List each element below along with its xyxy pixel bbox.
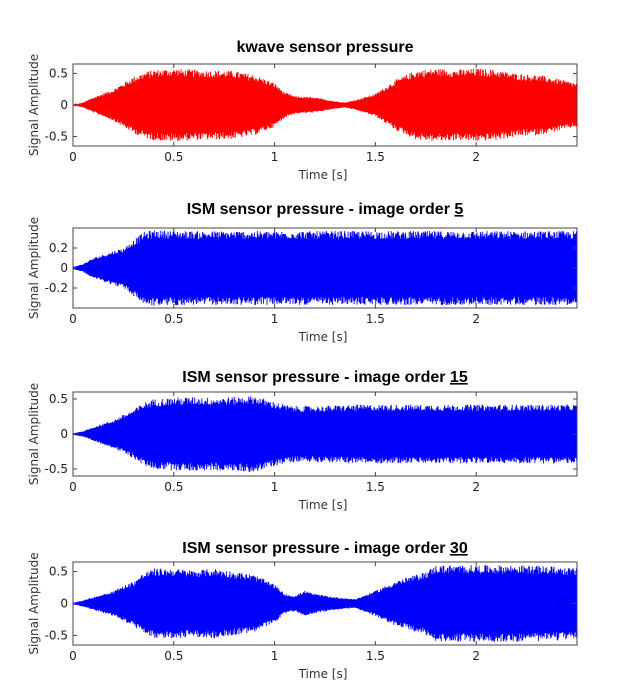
x-tick-label: 0.5 — [164, 150, 183, 164]
chart-title-order: 30 — [450, 540, 468, 557]
chart-title-text: ISM sensor pressure - image order — [182, 540, 450, 557]
y-tick-label: 0.5 — [49, 392, 68, 406]
x-tick-label: 1 — [271, 649, 279, 663]
x-axis-label: Time [s] — [298, 168, 348, 182]
y-tick-label: -0.2 — [45, 281, 68, 295]
x-axis-label: Time [s] — [298, 498, 348, 512]
chart-title: ISM sensor pressure - image order 5 — [187, 201, 464, 218]
y-tick-label: 0.5 — [49, 66, 68, 80]
chart-panel-3: ISM sensor pressure - image order 15 0 0.5… — [27, 369, 578, 512]
y-tick-label: 0 — [60, 261, 68, 275]
y-axis-label: Signal Amplitude — [27, 552, 41, 654]
x-tick-label: 2 — [472, 480, 480, 494]
y-tick-label: 0 — [60, 98, 68, 112]
y-tick-label: 0 — [60, 597, 68, 611]
x-tick-label: 1 — [271, 150, 279, 164]
x-tick-label: 2 — [472, 649, 480, 663]
y-axis-label: Signal Amplitude — [27, 383, 41, 485]
x-tick-label: 1.5 — [366, 480, 385, 494]
x-axis-label: Time [s] — [298, 667, 348, 681]
x-tick-label: 0 — [69, 480, 77, 494]
x-tick-label: 1.5 — [366, 150, 385, 164]
chart-title: ISM sensor pressure - image order 30 — [182, 540, 468, 557]
chart-title-order: 5 — [454, 201, 463, 218]
x-tick-label: 0 — [69, 312, 77, 326]
x-tick-label: 0.5 — [164, 312, 183, 326]
x-tick-label: 1 — [271, 312, 279, 326]
chart-title: ISM sensor pressure - image order 15 — [182, 369, 468, 386]
chart-title-order: 15 — [450, 369, 468, 386]
y-tick-label: -0.5 — [45, 130, 68, 144]
x-tick-label: 2 — [472, 150, 480, 164]
x-axis-label: Time [s] — [298, 330, 348, 344]
chart-title: kwave sensor pressure — [237, 39, 414, 56]
y-axis-label: Signal Amplitude — [27, 217, 41, 319]
chart-title-text: ISM sensor pressure - image order — [182, 369, 450, 386]
chart-panel-4: ISM sensor pressure - image order 30 0 0.5… — [27, 540, 578, 681]
y-tick-label: 0.5 — [49, 565, 68, 579]
x-tick-label: 1.5 — [366, 649, 385, 663]
chart-panel-2: ISM sensor pressure - image order 5 0 0.5 1… — [27, 201, 578, 344]
chart-title-text: kwave sensor pressure — [237, 39, 414, 56]
y-tick-label: 0 — [60, 427, 68, 441]
x-tick-label: 0.5 — [164, 649, 183, 663]
series-line — [72, 230, 578, 306]
y-axis-label: Signal Amplitude — [27, 54, 41, 156]
x-tick-label: 1.5 — [366, 312, 385, 326]
series-line — [72, 565, 578, 642]
x-tick-label: 0 — [69, 150, 77, 164]
y-tick-label: -0.5 — [45, 462, 68, 476]
series-line — [72, 68, 578, 142]
y-tick-label: -0.5 — [45, 628, 68, 642]
x-tick-label: 2 — [472, 312, 480, 326]
y-tick-label: 0.2 — [49, 241, 68, 255]
x-tick-label: 0 — [69, 649, 77, 663]
x-tick-label: 1 — [271, 480, 279, 494]
chart-title-text: ISM sensor pressure - image order — [187, 201, 455, 218]
x-tick-label: 0.5 — [164, 480, 183, 494]
series-line — [72, 396, 578, 473]
